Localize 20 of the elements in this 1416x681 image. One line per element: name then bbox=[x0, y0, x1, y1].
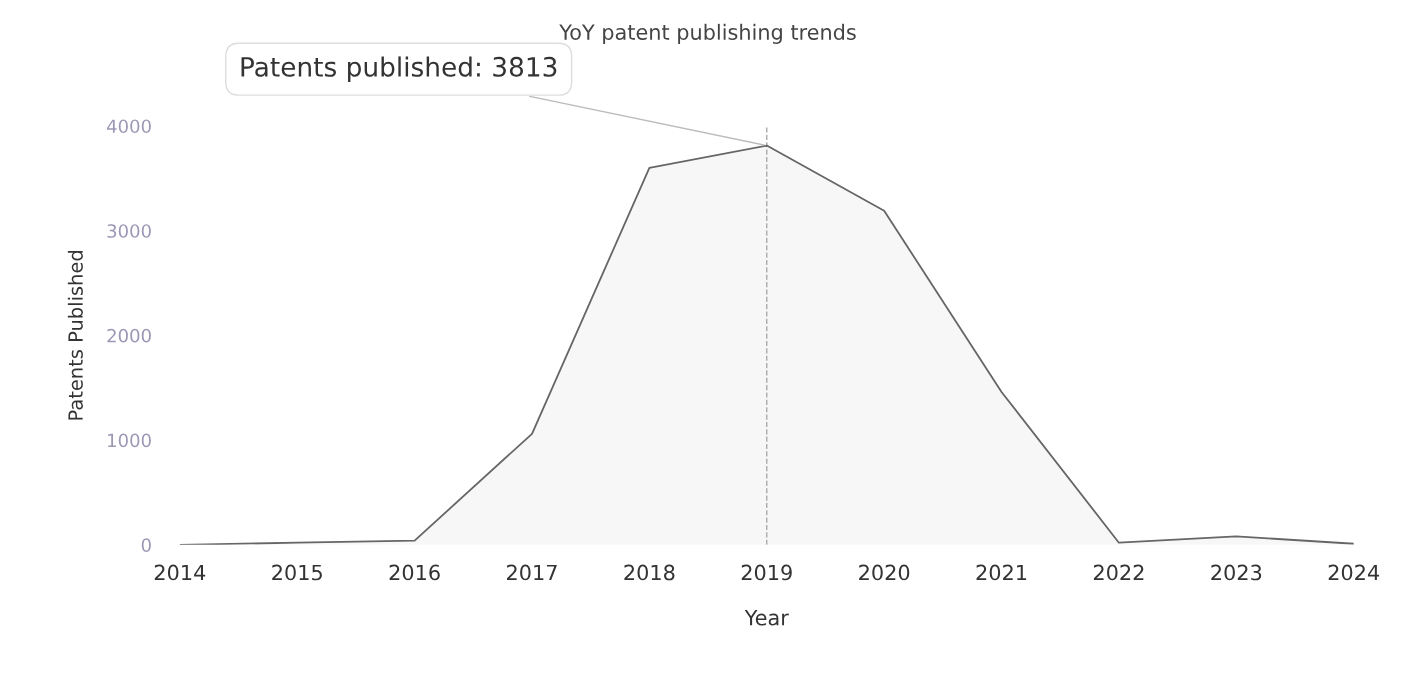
y-tick-label: 1000 bbox=[108, 433, 151, 448]
chart-title: YoY patent publishing trends bbox=[559, 23, 856, 44]
x-tick-label: 2018 bbox=[624, 564, 675, 581]
y-tick-label: 4000 bbox=[106, 119, 151, 134]
x-tick-label: 2016 bbox=[389, 564, 440, 581]
x-tick-label: 2015 bbox=[272, 564, 322, 581]
x-tick-label: 2021 bbox=[976, 564, 1027, 581]
x-tick-label: 2014 bbox=[154, 564, 206, 581]
x-tick-label: 2017 bbox=[507, 564, 557, 581]
x-tick-label: 2024 bbox=[1328, 564, 1380, 581]
y-tick-label: 0 bbox=[141, 538, 151, 552]
x-tick-label: 2019 bbox=[741, 564, 792, 581]
x-axis-title: Year bbox=[744, 610, 789, 626]
y-tick-label: 2000 bbox=[107, 328, 151, 343]
y-tick-label: 3000 bbox=[107, 224, 151, 238]
y-axis-title: Patents Published bbox=[67, 251, 83, 420]
annotation: Patents published: 3813 bbox=[241, 56, 557, 82]
x-tick-label: 2023 bbox=[1211, 564, 1262, 581]
x-tick-label: 2020 bbox=[859, 564, 910, 581]
x-tick-label: 2022 bbox=[1093, 564, 1144, 581]
